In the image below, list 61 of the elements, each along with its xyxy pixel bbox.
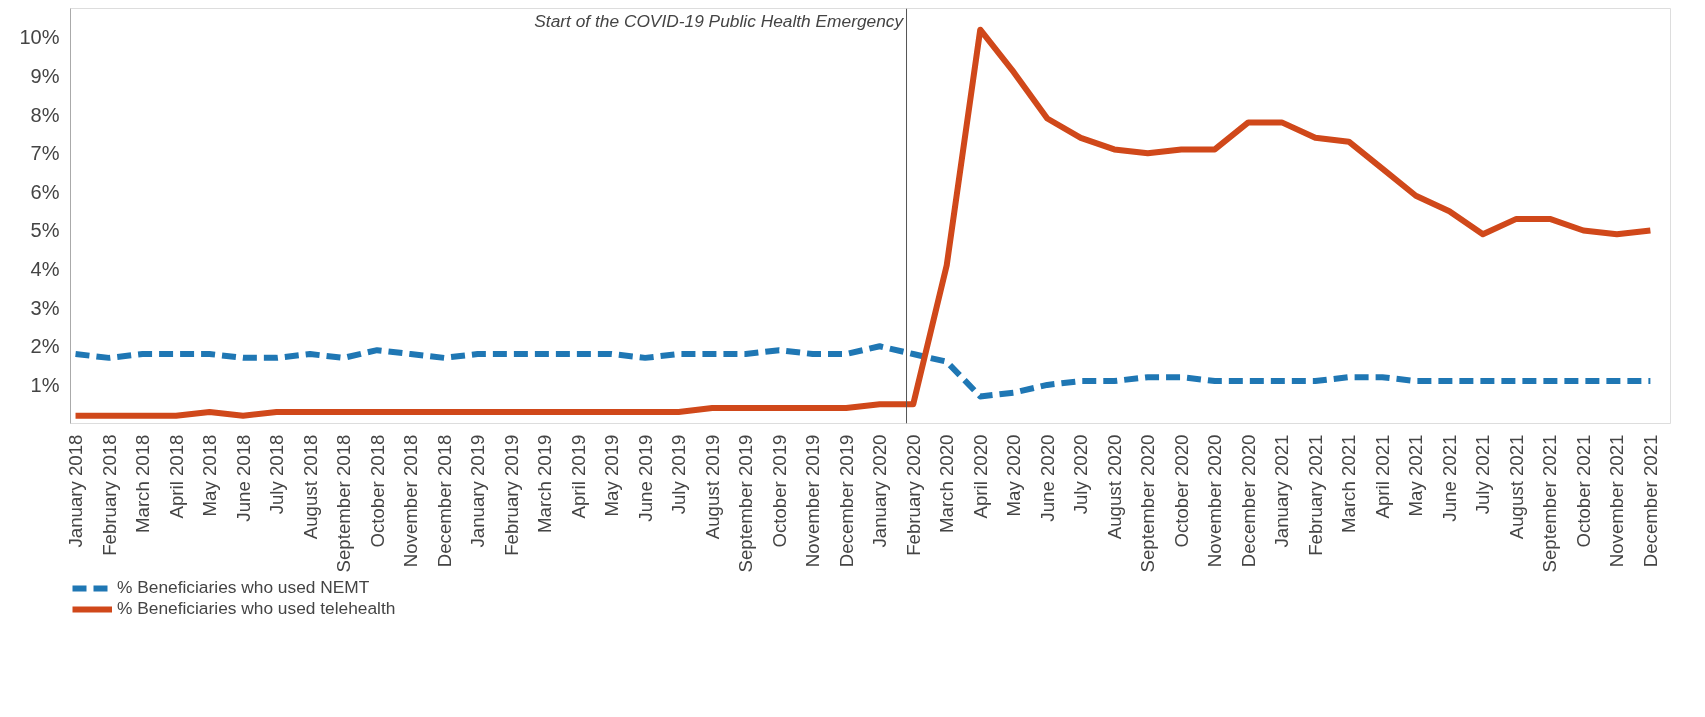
x-tick-label: March 2021 [1338, 434, 1360, 534]
x-tick-label: August 2021 [1505, 434, 1527, 540]
x-tick-label: December 2018 [433, 434, 455, 568]
x-tick-label: February 2021 [1304, 434, 1326, 556]
x-tick-label: February 2018 [98, 434, 120, 556]
x-tick-label: June 2020 [1036, 434, 1058, 522]
x-tick-label: July 2020 [1070, 434, 1092, 515]
x-tick-label: September 2018 [333, 434, 355, 573]
x-tick-label: July 2021 [1472, 434, 1494, 515]
y-tick-label: 5% [30, 219, 60, 242]
x-tick-label: May 2020 [1003, 434, 1025, 517]
x-tick-label: February 2020 [902, 434, 924, 556]
y-tick-label: 6% [30, 180, 60, 203]
x-tick-label: November 2021 [1606, 434, 1628, 568]
x-tick-label: May 2018 [199, 434, 221, 517]
x-tick-label: May 2019 [601, 434, 623, 517]
x-tick-label: October 2021 [1572, 434, 1594, 548]
x-tick-label: June 2019 [634, 434, 656, 522]
x-tick-label: December 2021 [1639, 434, 1661, 568]
x-tick-label: April 2021 [1371, 434, 1393, 519]
y-tick-label: 8% [30, 103, 60, 126]
x-tick-label: November 2018 [400, 434, 422, 568]
x-tick-label: December 2020 [1237, 434, 1259, 568]
x-tick-label: March 2018 [132, 434, 154, 534]
x-tick-label: January 2019 [467, 434, 489, 548]
x-tick-label: July 2019 [668, 434, 690, 515]
x-tick-label: January 2018 [65, 434, 87, 548]
x-tick-label: September 2019 [735, 434, 757, 573]
x-tick-label: January 2020 [869, 434, 891, 548]
x-tick-label: March 2020 [936, 434, 958, 534]
x-tick-label: April 2019 [567, 434, 589, 519]
x-tick-label: March 2019 [534, 434, 556, 534]
y-tick-label: 7% [30, 142, 60, 165]
x-tick-label: August 2019 [701, 434, 723, 540]
x-tick-label: June 2021 [1438, 434, 1460, 522]
x-tick-label: December 2019 [835, 434, 857, 568]
y-tick-label: 3% [30, 296, 60, 319]
x-tick-label: February 2019 [500, 434, 522, 556]
x-tick-label: September 2020 [1137, 434, 1159, 573]
y-tick-label: 1% [30, 373, 60, 396]
x-tick-label: September 2021 [1539, 434, 1561, 573]
legend-label: % Beneficiaries who used NEMT [117, 577, 370, 598]
x-tick-label: August 2018 [299, 434, 321, 540]
legend-label: % Beneficiaries who used telehealth [117, 598, 396, 619]
x-tick-label: July 2018 [266, 434, 288, 515]
ref-line-label: Start of the COVID-19 Public Health Emergency [534, 10, 905, 31]
y-tick-label: 2% [30, 335, 60, 358]
x-tick-label: June 2018 [232, 434, 254, 522]
x-tick-label: October 2019 [768, 434, 790, 548]
x-tick-label: April 2018 [165, 434, 187, 519]
x-tick-label: August 2020 [1103, 434, 1125, 540]
x-tick-label: October 2020 [1170, 434, 1192, 548]
x-tick-label: November 2020 [1204, 434, 1226, 568]
y-tick-label: 10% [19, 26, 60, 49]
x-tick-label: April 2020 [969, 434, 991, 519]
y-tick-label: 4% [30, 258, 60, 281]
x-tick-label: October 2018 [366, 434, 388, 548]
x-tick-label: November 2019 [802, 434, 824, 568]
x-tick-label: May 2021 [1405, 434, 1427, 517]
x-tick-label: January 2021 [1271, 434, 1293, 548]
y-tick-label: 9% [30, 65, 60, 88]
